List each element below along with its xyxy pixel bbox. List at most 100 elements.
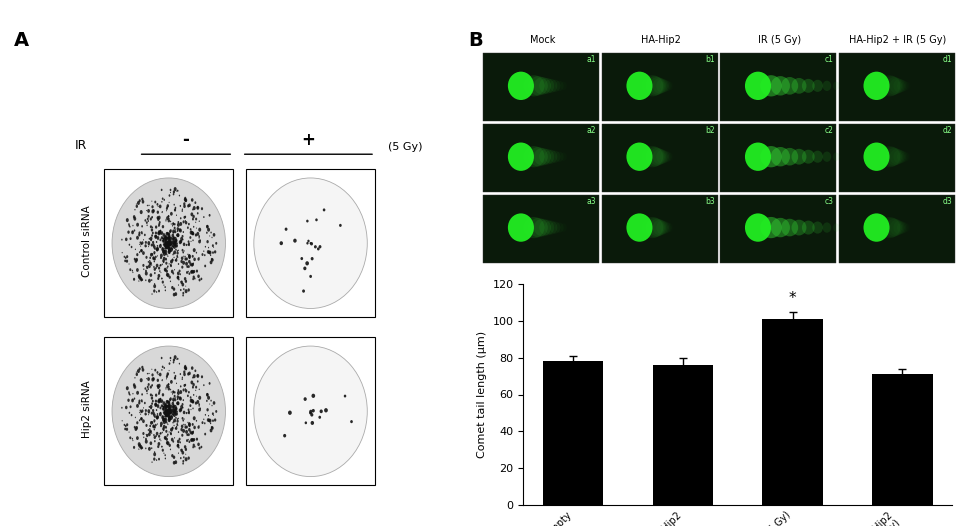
Ellipse shape	[203, 250, 204, 252]
Ellipse shape	[170, 280, 171, 282]
Ellipse shape	[129, 394, 131, 396]
Ellipse shape	[180, 222, 182, 226]
Ellipse shape	[174, 242, 177, 246]
Ellipse shape	[162, 225, 164, 228]
Ellipse shape	[161, 415, 164, 419]
Ellipse shape	[169, 235, 170, 236]
Ellipse shape	[168, 248, 171, 252]
Ellipse shape	[139, 419, 141, 421]
Ellipse shape	[550, 80, 561, 92]
Ellipse shape	[191, 386, 194, 389]
Text: d2: d2	[943, 126, 953, 135]
Ellipse shape	[130, 237, 132, 240]
Ellipse shape	[154, 440, 155, 442]
Ellipse shape	[168, 238, 170, 240]
Ellipse shape	[191, 380, 193, 385]
Ellipse shape	[141, 249, 143, 252]
Ellipse shape	[173, 242, 175, 245]
Ellipse shape	[192, 446, 194, 448]
Ellipse shape	[791, 220, 806, 236]
Ellipse shape	[162, 406, 164, 408]
Ellipse shape	[533, 148, 551, 166]
Ellipse shape	[178, 278, 180, 280]
Ellipse shape	[174, 394, 176, 398]
Ellipse shape	[212, 244, 214, 247]
Ellipse shape	[148, 264, 150, 268]
Text: +: +	[302, 132, 316, 149]
Ellipse shape	[165, 414, 166, 416]
Ellipse shape	[172, 222, 174, 225]
Ellipse shape	[160, 424, 162, 427]
Ellipse shape	[173, 222, 175, 225]
Ellipse shape	[550, 150, 561, 163]
Ellipse shape	[167, 410, 170, 414]
Ellipse shape	[132, 271, 134, 273]
Ellipse shape	[142, 368, 145, 372]
Ellipse shape	[197, 212, 198, 215]
Ellipse shape	[812, 221, 823, 234]
Ellipse shape	[167, 409, 170, 413]
Ellipse shape	[167, 241, 168, 242]
Ellipse shape	[175, 249, 177, 251]
Text: b3: b3	[705, 197, 715, 206]
Ellipse shape	[178, 418, 179, 419]
Ellipse shape	[188, 260, 191, 264]
Ellipse shape	[165, 426, 167, 429]
Ellipse shape	[192, 270, 195, 273]
Ellipse shape	[188, 409, 190, 411]
Ellipse shape	[128, 391, 130, 393]
Ellipse shape	[149, 428, 150, 430]
Ellipse shape	[176, 215, 177, 216]
Ellipse shape	[129, 412, 130, 414]
Ellipse shape	[166, 207, 168, 210]
Ellipse shape	[169, 408, 170, 410]
Ellipse shape	[174, 187, 177, 191]
Ellipse shape	[181, 266, 184, 269]
Ellipse shape	[782, 77, 798, 95]
Ellipse shape	[208, 415, 209, 417]
Ellipse shape	[150, 262, 151, 265]
Ellipse shape	[156, 249, 158, 251]
Ellipse shape	[149, 429, 151, 433]
Ellipse shape	[550, 221, 561, 234]
Ellipse shape	[163, 249, 166, 254]
Ellipse shape	[309, 412, 312, 414]
Ellipse shape	[155, 235, 157, 238]
Ellipse shape	[145, 412, 147, 416]
Ellipse shape	[184, 418, 185, 420]
Ellipse shape	[288, 411, 292, 415]
Ellipse shape	[147, 225, 148, 226]
Ellipse shape	[192, 232, 194, 235]
Ellipse shape	[317, 247, 319, 250]
Ellipse shape	[167, 266, 169, 268]
Ellipse shape	[168, 241, 170, 242]
Ellipse shape	[152, 257, 154, 259]
Text: HA-Hip2 + IR (5 Gy): HA-Hip2 + IR (5 Gy)	[849, 35, 947, 45]
Ellipse shape	[191, 431, 193, 434]
Ellipse shape	[148, 209, 149, 213]
Ellipse shape	[158, 225, 160, 227]
Ellipse shape	[150, 397, 153, 400]
Ellipse shape	[154, 283, 155, 285]
Ellipse shape	[168, 410, 169, 412]
Ellipse shape	[136, 421, 139, 424]
Ellipse shape	[167, 409, 168, 411]
Ellipse shape	[173, 421, 174, 422]
Ellipse shape	[194, 446, 195, 448]
Ellipse shape	[142, 447, 144, 449]
Ellipse shape	[179, 408, 182, 412]
Ellipse shape	[201, 421, 203, 424]
Ellipse shape	[145, 241, 147, 244]
Ellipse shape	[173, 238, 175, 241]
Ellipse shape	[169, 248, 170, 250]
Ellipse shape	[151, 209, 154, 214]
Ellipse shape	[165, 258, 167, 261]
Ellipse shape	[172, 259, 174, 261]
Ellipse shape	[180, 457, 182, 459]
Ellipse shape	[152, 409, 154, 412]
Ellipse shape	[159, 438, 160, 440]
Ellipse shape	[126, 259, 128, 263]
Ellipse shape	[164, 403, 167, 407]
Ellipse shape	[151, 394, 153, 397]
Ellipse shape	[188, 422, 189, 423]
